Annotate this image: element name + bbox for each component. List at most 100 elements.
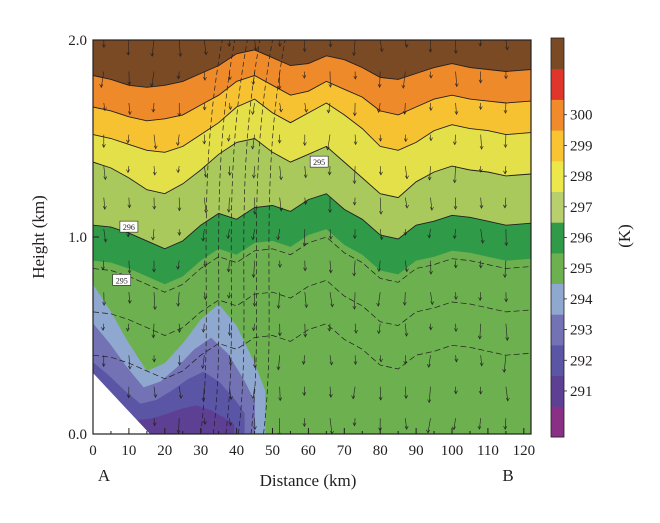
temperature-band xyxy=(93,49,531,121)
wind-vector xyxy=(303,355,306,365)
wind-vector xyxy=(480,229,483,244)
wind-arrowhead xyxy=(454,296,458,301)
wind-arrowhead xyxy=(227,332,232,337)
wind-vector xyxy=(153,102,155,113)
wind-vector xyxy=(304,166,306,178)
wind-vector xyxy=(204,418,206,425)
wind-arrowhead xyxy=(153,306,157,311)
wind-vector xyxy=(103,166,106,180)
wind-arrowhead xyxy=(429,137,433,142)
wind-arrowhead xyxy=(327,171,332,176)
wind-vector xyxy=(455,102,457,115)
wind-vector xyxy=(278,292,280,309)
terrain-mask xyxy=(93,373,150,434)
wind-arrowhead xyxy=(279,207,284,212)
wind-arrowhead xyxy=(454,328,458,333)
wind-arrowhead xyxy=(353,361,358,366)
wind-arrowhead xyxy=(152,205,157,210)
wind-vector xyxy=(153,134,156,149)
wind-arrowhead xyxy=(128,365,132,370)
wind-arrowhead xyxy=(302,142,307,147)
wind-vector xyxy=(405,40,407,48)
wind-arrowhead xyxy=(429,74,433,79)
wind-arrowhead xyxy=(376,109,381,113)
wind-arrowhead xyxy=(127,204,132,209)
wind-arrowhead xyxy=(126,139,130,144)
wind-arrowhead xyxy=(126,169,130,174)
wind-arrowhead xyxy=(404,395,408,399)
wind-vector xyxy=(177,166,180,173)
wind-arrowhead xyxy=(405,175,409,180)
wind-vector xyxy=(204,166,207,178)
wind-arrowhead xyxy=(103,238,108,243)
temperature-band xyxy=(93,193,531,285)
wind-vector xyxy=(127,134,130,143)
wind-arrowhead xyxy=(478,390,483,395)
wind-arrowhead xyxy=(378,396,383,401)
wind-vector xyxy=(329,323,331,332)
wind-arrowhead xyxy=(302,242,307,247)
wind-vector xyxy=(229,418,231,426)
wind-arrowhead xyxy=(303,267,307,272)
wind-arrowhead xyxy=(429,107,433,112)
wind-vector xyxy=(279,386,281,401)
wind-arrowhead xyxy=(478,79,483,84)
wind-arrowhead xyxy=(427,234,432,239)
colorbar-label: 300 xyxy=(570,108,593,124)
wind-vector xyxy=(354,166,356,184)
colorbar-label: 295 xyxy=(570,261,593,277)
wind-arrowhead xyxy=(328,235,333,240)
wind-arrowhead xyxy=(403,231,408,236)
wind-arrowhead xyxy=(352,112,357,117)
colorbar-segment xyxy=(551,222,564,254)
colorbar-segment xyxy=(551,283,564,315)
wind-arrowhead xyxy=(203,296,208,301)
wind-arrowhead xyxy=(277,85,282,90)
wind-vector xyxy=(252,134,255,149)
wind-vector xyxy=(102,323,105,331)
wind-vector xyxy=(204,71,206,81)
x-axis: 0 10 20 30 40 50 60 70 80 90 100 110 120 xyxy=(89,428,535,459)
wind-arrowhead xyxy=(429,270,433,275)
wind-arrowhead xyxy=(204,51,208,56)
wind-vector xyxy=(480,197,482,209)
wind-arrowhead xyxy=(151,334,156,339)
wind-arrowhead xyxy=(326,109,331,114)
wind-arrowhead xyxy=(325,146,330,151)
colorbar: 291 292 293 294 295 296 297 298 299 300 xyxy=(550,37,593,438)
isentrope-contours xyxy=(93,40,531,434)
colorbar-label: 294 xyxy=(570,292,593,308)
wind-vector xyxy=(203,386,205,402)
wind-arrowhead xyxy=(329,394,333,398)
wind-arrowhead xyxy=(426,364,431,368)
colorbar-segment xyxy=(551,191,564,223)
wind-arrowhead xyxy=(101,144,106,148)
wind-arrowhead xyxy=(380,48,384,53)
wind-vector xyxy=(379,166,382,175)
wind-vector xyxy=(178,418,180,434)
wind-vector xyxy=(304,197,306,205)
wind-arrowhead xyxy=(478,168,483,173)
wind-arrowhead xyxy=(302,48,307,53)
wind-arrowhead xyxy=(279,108,283,113)
wind-arrowhead xyxy=(505,397,510,402)
wind-vector xyxy=(504,166,507,174)
x-tick-label: 120 xyxy=(513,443,536,459)
wind-vector xyxy=(327,134,331,150)
wind-vector xyxy=(127,323,130,332)
wind-arrowhead xyxy=(278,43,282,48)
wind-vector xyxy=(279,102,282,112)
wind-arrowhead xyxy=(250,111,255,116)
endpoint-label-a: A xyxy=(98,466,111,485)
wind-arrowhead xyxy=(405,204,409,209)
wind-vector xyxy=(428,386,431,403)
wind-arrowhead xyxy=(253,426,257,431)
wind-arrowhead xyxy=(203,76,207,81)
wind-arrowhead xyxy=(477,425,482,430)
x-axis-title: Distance (km) xyxy=(260,471,357,490)
wind-vector xyxy=(128,102,131,115)
wind-arrowhead xyxy=(301,361,306,365)
wind-arrowhead xyxy=(302,74,307,79)
wind-vector xyxy=(354,197,356,206)
